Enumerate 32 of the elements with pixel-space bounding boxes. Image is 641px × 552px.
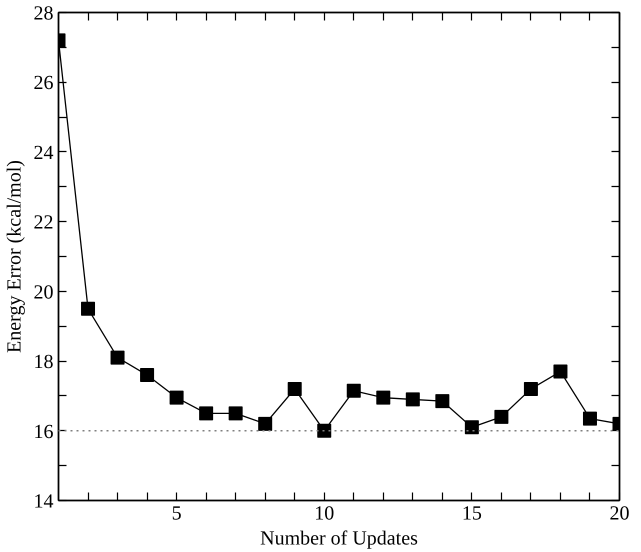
point: [553, 364, 568, 379]
point: [81, 302, 96, 316]
y-tick-label: 22: [34, 212, 54, 234]
y-tick-label: 20: [34, 281, 54, 304]
point: [464, 420, 479, 434]
y-axis-title: Energy Error (kcal/mol): [4, 160, 26, 353]
y-tick-label: 16: [34, 420, 54, 443]
y-tick-label: 24: [34, 142, 54, 164]
y-tick-label: 14: [34, 490, 54, 512]
point: [582, 412, 597, 426]
x-tick-label: 10: [314, 502, 334, 524]
point: [140, 368, 154, 382]
point: [435, 394, 450, 408]
point: [346, 384, 361, 398]
y-tick-label: 28: [34, 2, 54, 24]
point: [170, 390, 184, 405]
point: [288, 382, 302, 396]
x-axis-title: Number of Updates: [260, 528, 418, 550]
point: [228, 406, 243, 420]
point: [406, 392, 420, 406]
x-tick-label: 5: [172, 502, 182, 524]
point: [376, 390, 390, 405]
point: [317, 424, 332, 438]
point: [258, 416, 272, 431]
y-tick-label: 26: [34, 72, 54, 94]
point: [494, 410, 508, 424]
point: [199, 406, 214, 420]
y-tick-label: 18: [34, 351, 54, 374]
point: [524, 382, 538, 396]
point: [110, 350, 125, 365]
x-tick-label: 20: [610, 502, 630, 524]
x-tick-label: 15: [462, 502, 482, 524]
